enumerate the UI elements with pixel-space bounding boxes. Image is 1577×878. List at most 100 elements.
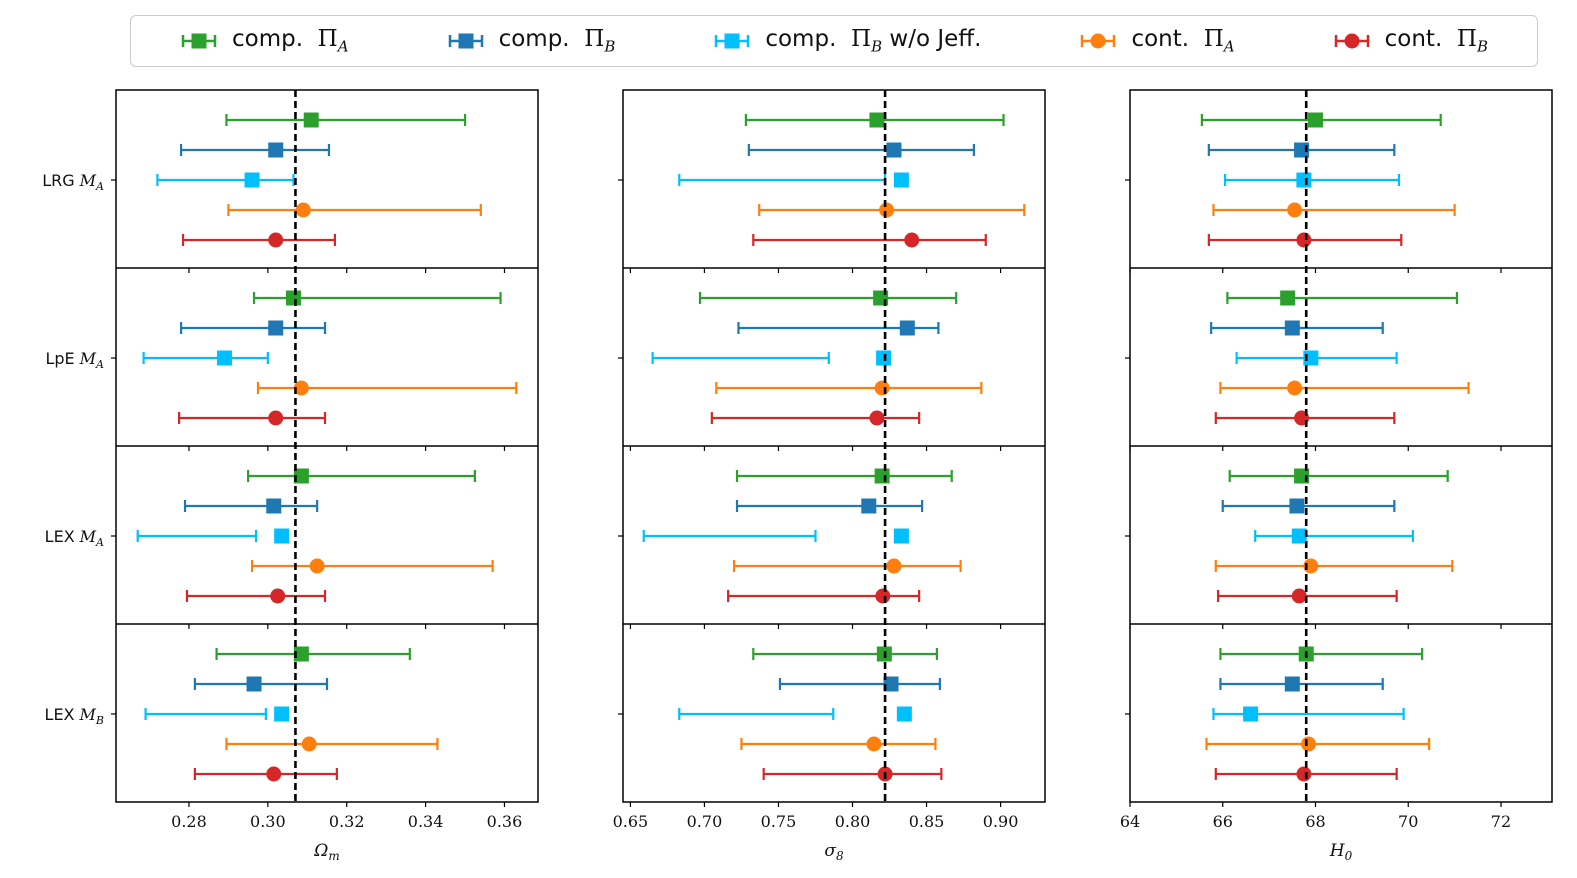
point-marker <box>893 172 909 188</box>
point-marker <box>886 558 902 574</box>
legend-swatch-contA <box>1081 33 1116 49</box>
errorbar-compA-row1 <box>698 290 958 306</box>
errorbar-contA-row3 <box>740 736 937 752</box>
errorbar-contB-row1 <box>178 410 327 426</box>
x-tick-label: 72 <box>1491 812 1511 831</box>
legend-label-compA: comp. ΠA <box>232 26 349 56</box>
x-tick-label: 0.36 <box>487 812 523 831</box>
errorbar-compB-row2 <box>735 498 924 514</box>
row-label-0: LRG MA <box>42 171 104 193</box>
errorbar-compB-row2 <box>183 498 319 514</box>
errorbar-contA-row3 <box>1205 736 1431 752</box>
errorbar-contA-row2 <box>250 558 494 574</box>
point-marker <box>216 350 232 366</box>
errorbar-contA-row2 <box>1214 558 1454 574</box>
errorbar-contA-row0 <box>1212 202 1456 218</box>
legend-entry-compB: comp. ΠB <box>447 26 616 56</box>
errorbar-compA-row0 <box>225 112 467 128</box>
x-tick-label: 0.32 <box>329 812 365 831</box>
x-tick-label: 0.85 <box>909 812 945 831</box>
legend: comp. ΠA comp. ΠB comp. ΠB w/o Jeff. cont. … <box>130 15 1538 67</box>
row-label-1: LpE MA <box>45 349 104 371</box>
point-marker <box>874 380 890 396</box>
errorbar-compBnoJ-row2 <box>136 528 290 544</box>
errorbar-compA-row0 <box>1200 112 1442 128</box>
errorbar-compBnoJ-row2 <box>1254 528 1414 544</box>
point-marker <box>869 410 885 426</box>
errorbar-compBnoJ-row0 <box>1223 172 1401 188</box>
errorbar-compB-row3 <box>1219 676 1384 692</box>
errorbar-compA-row3 <box>215 646 411 662</box>
errorbar-compA-row0 <box>744 112 1005 128</box>
point-marker <box>904 232 920 248</box>
panel-1: 0.65 0.70 0.75 0.80 0.85 0.90 σ8 <box>613 89 1046 863</box>
errorbar-compBnoJ-row1 <box>651 350 892 366</box>
errorbar-compB-row1 <box>737 320 940 336</box>
legend-marker-contB <box>1344 33 1360 49</box>
legend-marker-contA <box>1090 33 1106 49</box>
point-marker <box>879 202 895 218</box>
point-marker <box>293 468 309 484</box>
errorbar-compBnoJ-row2 <box>642 528 909 544</box>
point-marker <box>1307 112 1323 128</box>
legend-entry-contB: cont. ΠB <box>1333 26 1488 56</box>
point-marker <box>266 766 282 782</box>
errorbar-contB-row0 <box>181 232 336 248</box>
errorbar-compBnoJ-row1 <box>142 350 269 366</box>
legend-entry-compA: comp. ΠA <box>180 26 349 56</box>
legend-swatch-compA <box>181 33 217 49</box>
panel-2: 64 66 68 70 72 H0 <box>1120 89 1553 863</box>
point-marker <box>268 410 284 426</box>
errorbar-compB-row3 <box>193 676 329 692</box>
panel-0: 0.28 0.30 0.32 0.34 0.36 Ωm <box>111 89 539 863</box>
point-marker <box>869 112 885 128</box>
errorbar-contA-row0 <box>758 202 1026 218</box>
legend-marker-compB <box>458 33 474 49</box>
x-tick-label: 0.28 <box>171 812 207 831</box>
errorbar-contA-row3 <box>225 736 439 752</box>
errorbar-compBnoJ-row3 <box>678 706 912 722</box>
point-marker <box>883 676 899 692</box>
errorbar-compBnoJ-row0 <box>678 172 909 188</box>
x-tick-label: 68 <box>1305 812 1325 831</box>
errorbar-compBnoJ-row3 <box>1212 706 1405 722</box>
legend-entry-compBnoJ: comp. ΠB w/o Jeff. <box>713 26 981 56</box>
errorbar-contA-row1 <box>715 380 983 396</box>
x-tick-label: 0.65 <box>613 812 649 831</box>
point-marker <box>270 588 286 604</box>
legend-label-compB: comp. ΠB <box>498 26 616 56</box>
point-marker <box>1296 232 1312 248</box>
point-marker <box>886 142 902 158</box>
point-marker <box>899 320 915 336</box>
point-marker <box>295 202 311 218</box>
legend-label-contA: cont. ΠA <box>1131 26 1235 56</box>
x-tick-label: 70 <box>1398 812 1418 831</box>
errorbar-compB-row3 <box>778 676 941 692</box>
x-tick-label: 0.90 <box>983 812 1019 831</box>
point-marker <box>303 112 319 128</box>
point-marker <box>893 528 909 544</box>
x-tick-label: 0.34 <box>408 812 444 831</box>
errorbar-compBnoJ-row0 <box>156 172 295 188</box>
point-marker <box>1296 172 1312 188</box>
point-marker <box>861 498 877 514</box>
errorbar-compA-row1 <box>1226 290 1459 306</box>
legend-swatch-contB <box>1334 33 1369 49</box>
point-marker <box>1284 320 1300 336</box>
legend-entry-contA: cont. ΠA <box>1079 26 1235 56</box>
point-marker <box>246 676 262 692</box>
point-marker <box>268 232 284 248</box>
point-marker <box>293 380 309 396</box>
errorbar-contB-row2 <box>185 588 327 604</box>
point-marker <box>244 172 260 188</box>
x-tick-label: 0.80 <box>835 812 871 831</box>
x-tick-label: 66 <box>1213 812 1233 831</box>
point-marker <box>866 736 882 752</box>
point-marker <box>293 646 309 662</box>
point-marker <box>268 142 284 158</box>
point-marker <box>1287 202 1303 218</box>
row-label-2: LEX MA <box>45 527 104 549</box>
errorbar-compB-row0 <box>747 142 976 158</box>
